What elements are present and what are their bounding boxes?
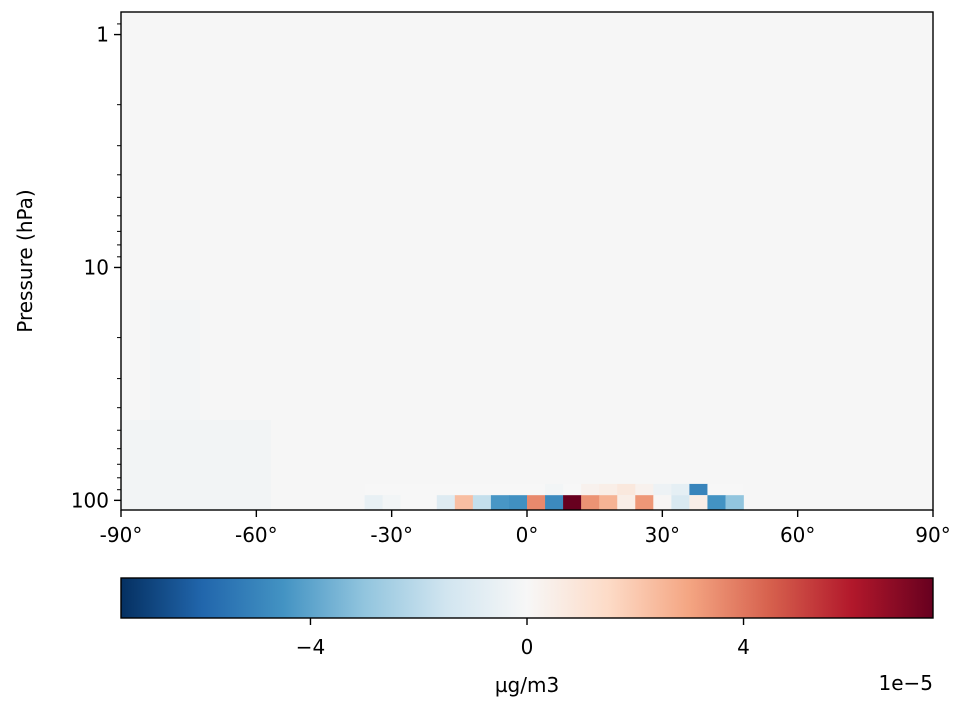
heatmap-cell bbox=[617, 495, 636, 510]
heatmap-cell bbox=[653, 495, 672, 510]
heatmap-cell bbox=[671, 495, 690, 510]
heatmap-cell bbox=[725, 483, 744, 496]
heatmap-cell bbox=[653, 483, 672, 496]
y-tick-label: 1 bbox=[96, 23, 109, 47]
heatmap-cell bbox=[689, 495, 708, 510]
y-axis-label: Pressure (hPa) bbox=[13, 189, 37, 332]
y-tick-label: 10 bbox=[84, 255, 109, 279]
heatmap-cell bbox=[599, 495, 618, 510]
heatmap-cell bbox=[490, 495, 510, 510]
heatmap-cell bbox=[545, 483, 564, 496]
heatmap-cell bbox=[617, 483, 636, 496]
x-tick-label: 30° bbox=[645, 523, 680, 547]
heatmap-cell bbox=[382, 483, 401, 496]
colorbar-multiplier: 1e−5 bbox=[878, 671, 933, 695]
heatmap-cell bbox=[527, 495, 546, 510]
heatmap-cell bbox=[418, 495, 438, 510]
colorbar-ticks: −4 0 4 bbox=[296, 618, 750, 659]
heatmap-cell bbox=[581, 495, 600, 510]
y-tick-label: 100 bbox=[71, 488, 109, 512]
colorbar-tick-label: 0 bbox=[521, 635, 534, 659]
heatmap-cell bbox=[581, 483, 600, 496]
heatmap-cell bbox=[436, 495, 456, 510]
heatmap-cell bbox=[725, 495, 744, 510]
heatmap-cell bbox=[400, 483, 420, 496]
faint-patch bbox=[150, 300, 200, 420]
heatmap-cell bbox=[671, 483, 690, 496]
heatmap-cell bbox=[490, 483, 510, 496]
x-tick-label: 90° bbox=[915, 523, 950, 547]
heatmap-cell bbox=[635, 483, 654, 496]
heatmap-cell bbox=[364, 495, 383, 510]
x-axis: -90° -60° -30° 0° 30° 60° 90° bbox=[100, 510, 951, 547]
y-axis: 1 10 100 bbox=[71, 23, 121, 512]
x-tick-label: -60° bbox=[235, 523, 278, 547]
heatmap-cell bbox=[454, 495, 474, 510]
colorbar bbox=[120, 577, 934, 619]
heatmap-cell bbox=[707, 495, 726, 510]
x-tick-label: 0° bbox=[516, 523, 539, 547]
x-tick-label: -90° bbox=[100, 523, 143, 547]
heatmap-cell bbox=[689, 483, 708, 496]
heatmap-cell bbox=[400, 495, 420, 510]
heatmap-cell bbox=[472, 495, 492, 510]
colorbar-label: µg/m3 bbox=[495, 673, 559, 697]
heatmap-cell bbox=[563, 483, 582, 496]
colorbar-tick-label: 4 bbox=[737, 635, 750, 659]
heatmap-cell bbox=[508, 483, 528, 496]
x-tick-label: -30° bbox=[370, 523, 413, 547]
heatmap-cell bbox=[472, 483, 492, 496]
heatmap-cell bbox=[364, 483, 383, 496]
heatmap-cell bbox=[635, 495, 654, 510]
heatmap-cell bbox=[508, 495, 528, 510]
heatmap-cell bbox=[418, 483, 438, 496]
heatmap-cell bbox=[599, 483, 618, 496]
heatmap-cell bbox=[382, 495, 401, 510]
faint-patch bbox=[121, 420, 271, 510]
heatmap-cells bbox=[364, 483, 744, 510]
x-tick-label: 60° bbox=[780, 523, 815, 547]
heatmap-cell bbox=[545, 495, 564, 510]
heatmap-cell bbox=[707, 483, 726, 496]
heatmap-cell bbox=[527, 483, 546, 496]
heatmap-cell bbox=[436, 483, 456, 496]
heatmap-cell bbox=[563, 495, 582, 510]
heatmap-cell bbox=[454, 483, 474, 496]
colorbar-tick-label: −4 bbox=[296, 635, 325, 659]
